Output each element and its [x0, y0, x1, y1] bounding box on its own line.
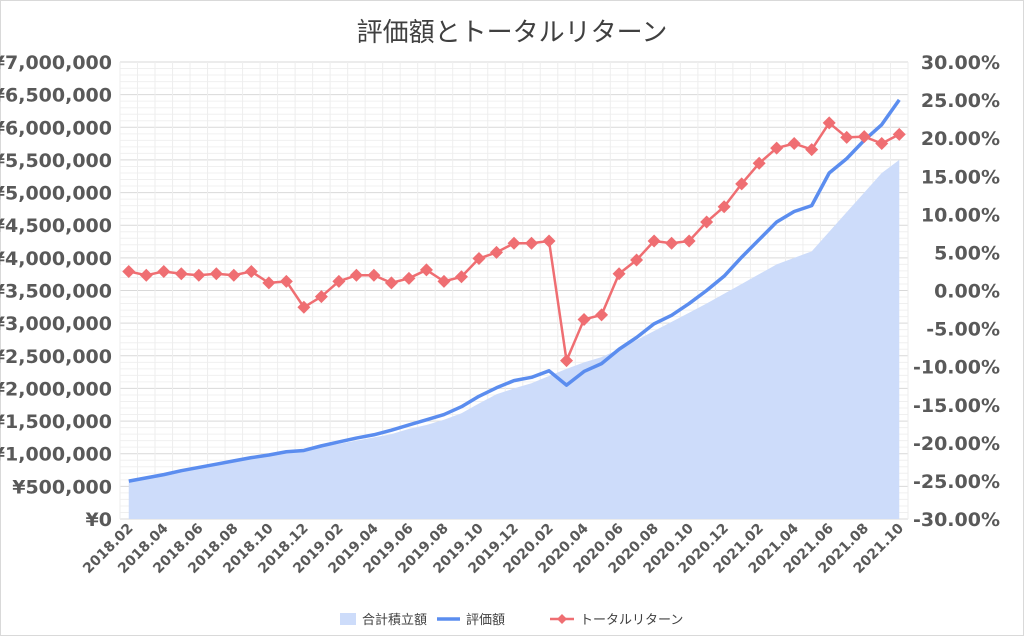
- data-point-total-return: [139, 268, 153, 282]
- data-point-total-return: [612, 267, 626, 281]
- data-point-total-return: [209, 267, 223, 281]
- data-point-total-return: [840, 130, 854, 144]
- data-point-total-return: [857, 130, 871, 144]
- y-left-tick-label: ¥6,000,000: [0, 117, 112, 139]
- legend: 合計積立額 評価額 トータルリターン: [340, 612, 683, 628]
- y-right-axis: -30.00% -25.00% -20.00% -15.00% -10.00% -5.00…: [913, 52, 1000, 531]
- y-right-tick-label: -30.00%: [913, 509, 1000, 531]
- data-point-total-return: [349, 268, 363, 282]
- data-point-total-return: [262, 276, 276, 290]
- y-left-tick-label: ¥5,500,000: [0, 150, 112, 172]
- data-point-total-return: [192, 268, 206, 282]
- data-point-total-return: [279, 274, 293, 288]
- data-point-total-return: [367, 268, 381, 282]
- data-point-total-return: [752, 156, 766, 170]
- y-left-tick-label: ¥7,000,000: [0, 52, 112, 74]
- data-point-total-return: [419, 263, 433, 277]
- y-right-tick-label: 25.00%: [921, 90, 1000, 112]
- data-point-total-return: [892, 127, 906, 141]
- y-left-tick-label: ¥2,000,000: [0, 378, 112, 400]
- data-point-total-return: [157, 264, 171, 278]
- y-left-tick-label: ¥500,000: [12, 476, 112, 498]
- data-point-total-return: [700, 215, 714, 229]
- data-point-total-return: [577, 312, 591, 326]
- data-point-total-return: [717, 200, 731, 214]
- data-point-total-return: [542, 234, 556, 248]
- data-point-total-return: [384, 276, 398, 290]
- data-point-total-return: [402, 271, 416, 285]
- data-point-total-return: [174, 267, 188, 281]
- data-point-total-return: [805, 143, 819, 157]
- data-point-total-return: [525, 236, 539, 250]
- y-left-tick-label: ¥3,000,000: [0, 313, 112, 335]
- legend-label-line: 評価額: [466, 613, 505, 628]
- y-right-tick-label: 0.00%: [934, 281, 1000, 303]
- chart-title: 評価額とトータルリターン: [356, 18, 668, 48]
- area-series-layer: [128, 159, 900, 519]
- y-left-tick-label: ¥0: [86, 509, 112, 531]
- data-point-total-return: [787, 136, 801, 150]
- y-left-tick-label: ¥2,500,000: [0, 346, 112, 368]
- y-right-tick-label: 15.00%: [921, 166, 1000, 188]
- y-left-tick-label: ¥5,000,000: [0, 183, 112, 205]
- legend-label-marker-line: トータルリターン: [580, 613, 683, 628]
- y-right-tick-label: -20.00%: [913, 433, 1000, 455]
- data-point-total-return: [122, 264, 136, 278]
- y-right-tick-label: -5.00%: [926, 319, 1000, 341]
- y-right-tick-label: -15.00%: [913, 395, 1000, 417]
- series-line-valuation: [128, 98, 901, 483]
- data-point-total-return: [875, 136, 889, 150]
- data-point-total-return: [332, 274, 346, 288]
- y-right-tick-label: -10.00%: [913, 357, 1000, 379]
- legend-label-area: 合計積立額: [362, 612, 427, 628]
- data-point-total-return: [560, 354, 574, 368]
- y-left-tick-label: ¥1,000,000: [0, 444, 112, 466]
- data-point-total-return: [770, 141, 784, 155]
- y-right-tick-label: 5.00%: [934, 242, 1000, 264]
- y-right-tick-label: 10.00%: [921, 204, 1000, 226]
- legend-swatch-diamond: [557, 614, 567, 624]
- data-point-total-return: [682, 234, 696, 248]
- data-point-total-return: [297, 300, 311, 314]
- y-left-tick-label: ¥4,500,000: [0, 215, 112, 237]
- y-left-axis: ¥0 ¥500,000 ¥1,000,000 ¥1,500,000 ¥2,000,000…: [0, 52, 112, 531]
- data-point-total-return: [437, 274, 451, 288]
- data-point-total-return: [489, 245, 503, 259]
- y-right-tick-label: 20.00%: [921, 128, 1000, 150]
- y-right-tick-label: -25.00%: [913, 471, 1000, 493]
- data-point-total-return: [507, 236, 521, 250]
- data-point-total-return: [822, 116, 836, 130]
- data-point-total-return: [647, 234, 661, 248]
- data-point-total-return: [735, 177, 749, 191]
- data-point-total-return: [454, 270, 468, 284]
- marker-series-layer: [122, 116, 906, 368]
- data-point-total-return: [665, 236, 679, 250]
- series-area-total-contribution: [128, 159, 900, 519]
- data-point-total-return: [244, 264, 258, 278]
- data-point-total-return: [227, 268, 241, 282]
- legend-swatch-area: [340, 613, 356, 625]
- y-right-tick-label: 30.00%: [921, 52, 1000, 74]
- y-left-tick-label: ¥3,500,000: [0, 281, 112, 303]
- x-axis: 2018.022018.042018.062018.082018.102018.…: [80, 520, 907, 577]
- data-point-total-return: [595, 308, 609, 322]
- y-left-tick-label: ¥6,500,000: [0, 85, 112, 107]
- y-left-tick-label: ¥1,500,000: [0, 411, 112, 433]
- data-point-total-return: [314, 290, 328, 304]
- data-point-total-return: [472, 252, 486, 266]
- y-left-tick-label: ¥4,000,000: [0, 248, 112, 270]
- data-point-total-return: [630, 253, 644, 267]
